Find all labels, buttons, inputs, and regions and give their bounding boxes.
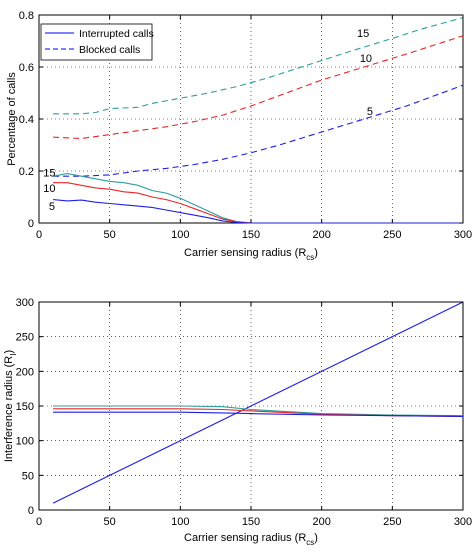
top-curve-annotation: 5: [367, 106, 373, 118]
top-y-tick-label: 0.6: [19, 62, 34, 74]
top-ticks: 0 50 100 150 200 250 300 0 0.2 0.4 0.6 0.8: [19, 10, 472, 241]
bottom-y-tick-label: 250: [16, 332, 34, 344]
legend-label-interrupted: Interrupted calls: [79, 28, 154, 40]
top-x-tick-label: 100: [171, 229, 189, 241]
bottom-y-tick-label: 300: [16, 297, 34, 309]
bottom-ticks: 0 50 100 150 200 250 300 0 50 100 150 200 250 300: [16, 297, 473, 528]
bottom-y-tick-label: 100: [16, 436, 34, 448]
bottom-y-tick-label: 150: [16, 401, 34, 413]
top-x-axis-label: Carrier sensing radius (Rcs): [184, 247, 318, 262]
bottom-series: [52, 301, 464, 504]
top-series: [53, 17, 464, 224]
bottom-y-tick-label: 0: [28, 505, 34, 517]
top-series-line-blocked-2: [53, 84, 464, 177]
top-series-line-blocked-1: [53, 35, 464, 140]
bottom-x-tick-label: 250: [383, 516, 401, 528]
top-x-tick-label: 300: [454, 229, 472, 241]
bottom-y-axis-label: Interference radius (RI): [3, 350, 18, 462]
top-x-tick-label: 200: [312, 229, 330, 241]
top-y-tick-label: 0.2: [19, 166, 34, 178]
bottom-y-tick-label: 200: [16, 366, 34, 378]
bottom-series-line-3: [53, 411, 464, 417]
top-y-tick-label: 0: [28, 218, 34, 230]
top-y-tick-label: 0.4: [19, 114, 34, 126]
top-x-tick-label: 50: [104, 229, 116, 241]
top-y-axis-label: Percentage of calls: [6, 72, 18, 166]
top-series-line-interrupted-4: [53, 182, 463, 224]
bottom-series-line-1: [53, 405, 464, 417]
bottom-chart: 0 50 100 150 200 250 300 0 50 100 150 200 250 300 Car…: [3, 297, 472, 547]
bottom-x-tick-label: 0: [36, 516, 42, 528]
bottom-x-tick-label: 200: [312, 516, 330, 528]
top-curve-annotation: 10: [360, 53, 372, 65]
top-x-tick-label: 250: [383, 229, 401, 241]
top-series-line-interrupted-5: [53, 199, 463, 224]
bottom-x-axis-label: Carrier sensing radius (Rcs): [184, 532, 318, 547]
top-curve-annotation: 5: [49, 201, 55, 213]
top-curve-annotation: 10: [43, 183, 55, 195]
bottom-series-line-0: [52, 301, 464, 504]
top-x-tick-label: 150: [242, 229, 260, 241]
top-series-line-interrupted-3: [53, 173, 463, 224]
top-x-tick-label: 0: [36, 229, 42, 241]
bottom-x-tick-label: 150: [242, 516, 260, 528]
top-curve-annotation: 15: [43, 167, 55, 179]
legend-box: [40, 23, 153, 61]
legend-label-blocked: Blocked calls: [79, 44, 140, 56]
top-series-line-blocked-0: [53, 17, 464, 115]
top-curve-annotation: 15: [357, 28, 369, 40]
top-grid: [39, 15, 463, 223]
top-y-tick-label: 0.8: [19, 10, 34, 22]
bottom-x-tick-label: 100: [171, 516, 189, 528]
bottom-x-tick-label: 50: [104, 516, 116, 528]
bottom-x-tick-label: 300: [454, 516, 472, 528]
bottom-y-tick-label: 50: [22, 470, 34, 482]
top-legend: Interrupted calls Blocked calls: [40, 23, 154, 61]
top-annotations: 15 10 5 15 10 5: [43, 28, 373, 213]
